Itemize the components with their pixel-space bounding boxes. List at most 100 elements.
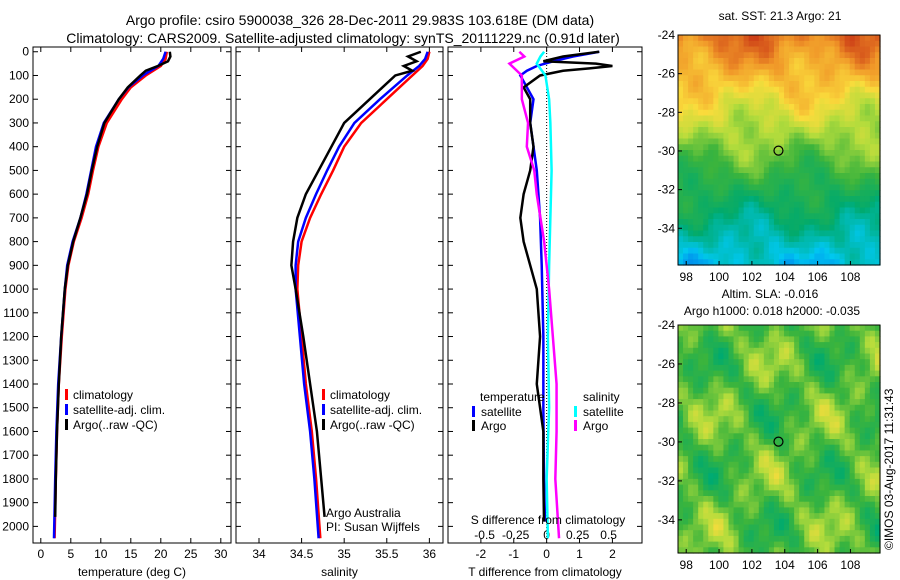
map-cell — [713, 353, 719, 360]
map-cell — [738, 86, 745, 94]
map-cell — [768, 353, 775, 360]
map-cell — [728, 201, 735, 209]
map-cell — [844, 336, 851, 343]
map-cell — [753, 439, 760, 446]
map-cell — [854, 127, 861, 134]
map-cell — [723, 253, 730, 260]
map-cell — [839, 81, 846, 88]
map-cell — [804, 224, 810, 232]
legend-swatch — [65, 389, 68, 400]
map-cell — [718, 127, 725, 134]
map-cell — [779, 161, 785, 168]
map-cell — [799, 63, 805, 71]
map-cell — [713, 219, 719, 226]
map-cell — [763, 75, 770, 82]
map-cell — [869, 236, 876, 243]
map-cell — [728, 484, 735, 491]
map-cell — [683, 81, 689, 88]
map-cell — [773, 547, 780, 554]
map-cell — [753, 427, 760, 434]
map-cell — [713, 518, 719, 526]
map-cell — [809, 433, 815, 440]
map-cell — [743, 98, 750, 105]
map-cell — [758, 393, 765, 400]
map-cell — [824, 242, 831, 249]
map-cell — [784, 161, 790, 168]
map-cell — [733, 330, 740, 337]
map-cell — [773, 444, 780, 451]
map-cell — [864, 496, 871, 503]
legend-swatch — [472, 420, 475, 431]
map-cell — [809, 98, 815, 105]
map-cell — [864, 353, 871, 360]
map-cell — [763, 58, 770, 65]
map-cell — [794, 253, 800, 260]
map-cell — [839, 393, 846, 400]
map-cell — [829, 58, 836, 65]
map-cell — [748, 46, 755, 53]
map-cell — [738, 513, 745, 520]
map-cell — [693, 336, 699, 343]
map-cell — [784, 155, 790, 163]
map-cell — [779, 184, 785, 191]
map-cell — [844, 404, 851, 412]
map-cell — [713, 496, 719, 503]
map-cell — [683, 242, 689, 249]
map-cell — [678, 242, 684, 249]
map-cell — [799, 230, 805, 237]
map-cell — [864, 213, 871, 220]
map-cell — [829, 535, 836, 543]
map-cell — [789, 467, 795, 474]
map-cell — [854, 40, 861, 48]
map-cell — [874, 58, 881, 65]
map-cell — [683, 40, 689, 48]
map-cell — [874, 92, 881, 99]
map-cell — [874, 173, 881, 180]
map-cell — [804, 173, 810, 180]
map-cell — [789, 513, 795, 520]
map-cell — [693, 224, 699, 232]
map-cell — [834, 224, 841, 232]
map-cell — [748, 541, 755, 548]
map-cell — [753, 501, 760, 508]
map-cell — [869, 75, 876, 82]
map-cell — [723, 98, 730, 105]
map-cell — [768, 507, 775, 514]
map-cell — [748, 342, 755, 349]
map-cell — [874, 353, 881, 360]
map-cell — [688, 376, 694, 383]
map-cell — [794, 75, 800, 82]
map-cell — [789, 86, 795, 94]
map-cell — [779, 433, 785, 440]
x-tick-label-salinity: 34 — [252, 547, 266, 561]
legend-label: climatology — [330, 388, 390, 402]
map-cell — [864, 104, 871, 111]
map-cell — [844, 75, 851, 82]
map-cell — [779, 167, 785, 174]
map-cell — [804, 253, 810, 260]
map-cell — [743, 155, 750, 163]
map-cell — [829, 496, 836, 503]
map-cell — [824, 104, 831, 111]
map-cell — [743, 207, 750, 214]
map-cell — [794, 336, 800, 343]
map-cell — [799, 359, 805, 366]
map-cell — [693, 416, 699, 423]
map-cell — [854, 75, 861, 82]
map-cell — [733, 393, 740, 400]
map-cell — [779, 63, 785, 71]
map-cell — [839, 138, 846, 145]
map-cell — [814, 364, 820, 372]
map-cell — [814, 439, 820, 446]
map-cell — [814, 121, 820, 128]
map-cell — [723, 399, 730, 406]
map-cell — [738, 473, 745, 480]
map-cell — [869, 530, 876, 537]
map-cell — [753, 370, 760, 377]
map-cell — [758, 387, 765, 394]
map-cell — [814, 40, 820, 48]
map-cell — [789, 353, 795, 360]
map-cell — [708, 473, 714, 480]
map-cell — [824, 456, 831, 463]
map-cell — [743, 167, 750, 174]
